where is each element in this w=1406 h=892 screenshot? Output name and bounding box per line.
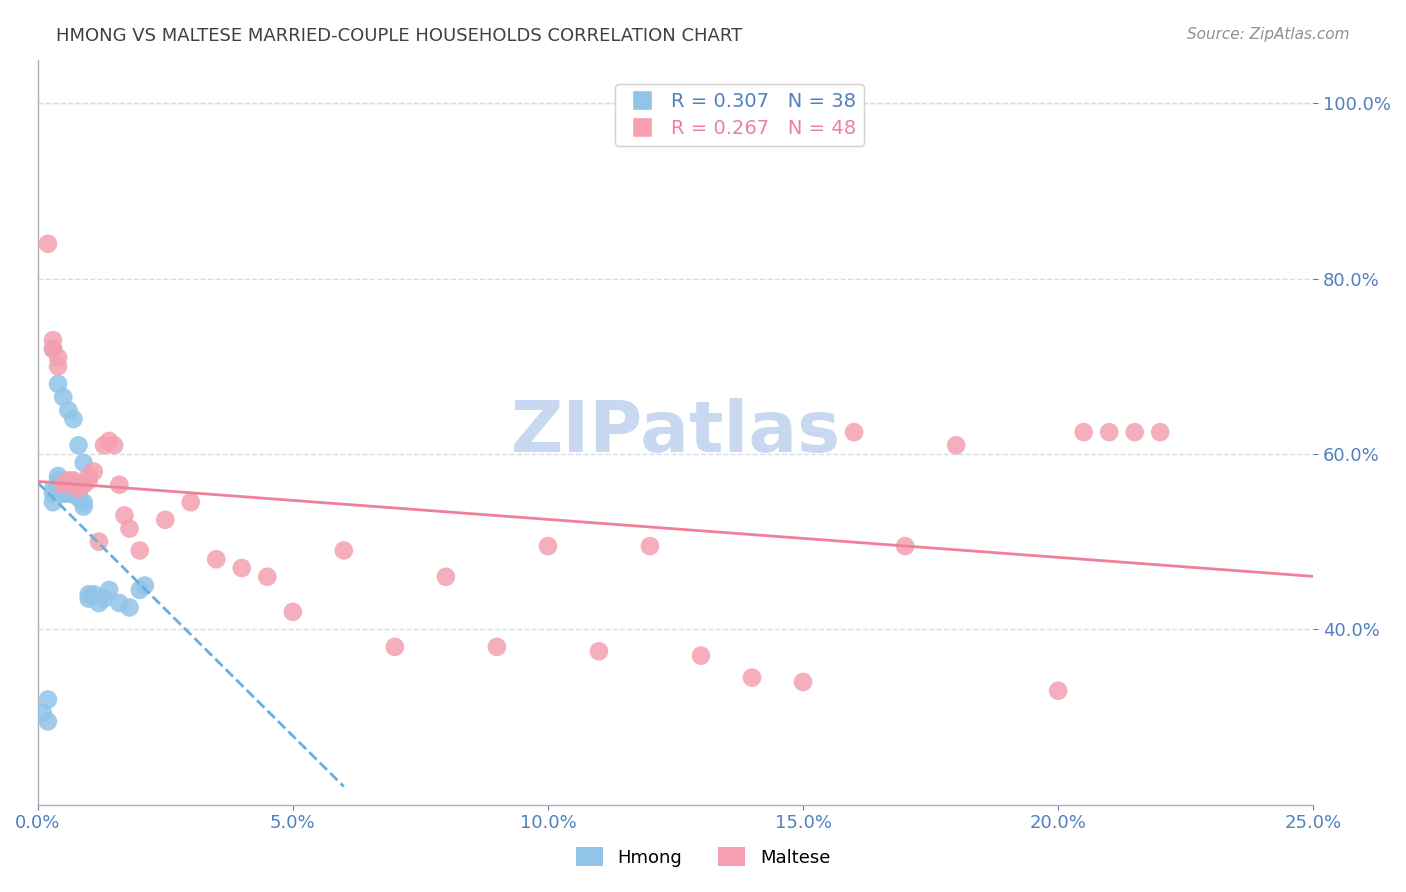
Point xyxy=(98,434,121,448)
Point xyxy=(42,486,65,500)
Point xyxy=(67,491,90,505)
Point xyxy=(842,425,865,439)
Point xyxy=(46,376,69,391)
Point xyxy=(62,477,84,491)
Point xyxy=(77,591,100,606)
Point xyxy=(77,469,100,483)
Point xyxy=(83,465,105,479)
Point xyxy=(52,482,75,496)
Point xyxy=(1123,425,1146,439)
Point xyxy=(46,351,69,365)
Point xyxy=(128,582,150,597)
Point xyxy=(83,587,105,601)
Point xyxy=(67,482,90,496)
Point xyxy=(37,714,59,729)
Point xyxy=(58,486,80,500)
Point xyxy=(72,495,94,509)
Point xyxy=(98,582,121,597)
Point xyxy=(537,539,560,553)
Point xyxy=(1047,683,1070,698)
Point xyxy=(46,469,69,483)
Point xyxy=(46,474,69,488)
Point xyxy=(37,692,59,706)
Point xyxy=(58,482,80,496)
Point xyxy=(42,342,65,356)
Text: ZIPatlas: ZIPatlas xyxy=(510,398,841,467)
Point xyxy=(1098,425,1121,439)
Point xyxy=(118,522,141,536)
Point xyxy=(741,671,763,685)
Legend: Hmong, Maltese: Hmong, Maltese xyxy=(568,840,838,874)
Point xyxy=(945,438,967,452)
Point xyxy=(690,648,713,663)
Point xyxy=(128,543,150,558)
Point xyxy=(72,500,94,514)
Point xyxy=(62,474,84,488)
Point xyxy=(281,605,304,619)
Text: HMONG VS MALTESE MARRIED-COUPLE HOUSEHOLDS CORRELATION CHART: HMONG VS MALTESE MARRIED-COUPLE HOUSEHOL… xyxy=(56,27,742,45)
Point xyxy=(1149,425,1171,439)
Point xyxy=(67,438,90,452)
Point xyxy=(87,596,110,610)
Point xyxy=(58,486,80,500)
Point xyxy=(42,495,65,509)
Point xyxy=(42,342,65,356)
Point xyxy=(52,486,75,500)
Point xyxy=(205,552,228,566)
Point xyxy=(108,596,131,610)
Point xyxy=(67,477,90,491)
Point xyxy=(588,644,610,658)
Point xyxy=(77,474,100,488)
Point xyxy=(72,456,94,470)
Point xyxy=(52,477,75,491)
Point xyxy=(434,570,457,584)
Point xyxy=(58,477,80,491)
Point xyxy=(46,477,69,491)
Point xyxy=(58,474,80,488)
Text: Source: ZipAtlas.com: Source: ZipAtlas.com xyxy=(1187,27,1350,42)
Point xyxy=(485,640,508,654)
Point xyxy=(42,333,65,347)
Point xyxy=(118,600,141,615)
Point xyxy=(87,534,110,549)
Point xyxy=(52,390,75,404)
Point xyxy=(52,486,75,500)
Point xyxy=(62,412,84,426)
Point xyxy=(108,477,131,491)
Point xyxy=(792,675,814,690)
Point xyxy=(31,706,53,720)
Point xyxy=(37,236,59,251)
Point xyxy=(231,561,253,575)
Point xyxy=(77,587,100,601)
Point xyxy=(894,539,917,553)
Point xyxy=(58,403,80,417)
Point xyxy=(42,482,65,496)
Point xyxy=(46,359,69,374)
Point xyxy=(93,438,115,452)
Point xyxy=(333,543,356,558)
Point xyxy=(93,591,115,606)
Point xyxy=(155,513,177,527)
Point xyxy=(112,508,135,523)
Point xyxy=(103,438,125,452)
Point xyxy=(72,477,94,491)
Point xyxy=(67,486,90,500)
Point xyxy=(62,486,84,500)
Point xyxy=(384,640,406,654)
Point xyxy=(180,495,202,509)
Point xyxy=(62,482,84,496)
Point xyxy=(1073,425,1095,439)
Point xyxy=(134,578,156,592)
Point xyxy=(638,539,661,553)
Point xyxy=(256,570,278,584)
Legend: R = 0.307   N = 38, R = 0.267   N = 48: R = 0.307 N = 38, R = 0.267 N = 48 xyxy=(614,84,863,145)
